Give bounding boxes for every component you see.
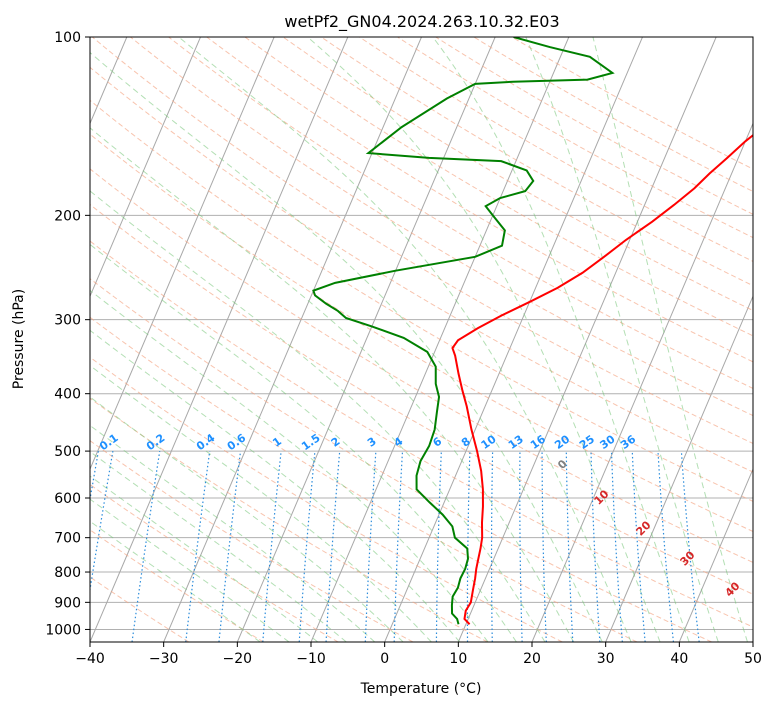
moist-adiabat-line — [90, 396, 404, 642]
moist-adiabat-line — [90, 243, 517, 642]
dry-adiabat-line — [359, 37, 753, 262]
moist-adiabat-line — [90, 424, 376, 642]
dry-adiabat-line — [320, 37, 753, 287]
x-tick-label: −40 — [75, 651, 105, 667]
y-tick-label: 700 — [54, 531, 81, 547]
isotherm-line — [90, 37, 201, 298]
y-axis-title: Pressure (hPa) — [11, 289, 27, 389]
moist-adiabat-line — [90, 51, 603, 642]
dry-adiabat-line — [206, 37, 753, 363]
mixing-ratio-line — [90, 450, 100, 503]
dry-adiabat-line — [90, 240, 753, 628]
isotherm-line — [90, 37, 349, 642]
isotherm-line — [163, 37, 422, 642]
isotherm-line — [384, 37, 643, 642]
y-tick-label: 600 — [54, 491, 81, 507]
isotherm-line — [90, 37, 275, 471]
dry-adiabat-line — [90, 440, 414, 642]
axis-ticks: −40 −30 −20 −10 0 10 20 30 40 50 100 200 300 400 500 60… — [45, 30, 762, 667]
dry-adiabat-line — [473, 37, 753, 193]
moist-adiabat-line — [90, 364, 432, 642]
dry-adiabat-line — [90, 483, 339, 642]
moist-adiabat-line — [90, 127, 575, 642]
dry-adiabat-line — [90, 99, 753, 502]
mixing-ratio-line — [185, 451, 211, 642]
dry-adiabat-line — [90, 133, 753, 533]
y-tick-label: 300 — [54, 313, 81, 329]
y-tick-label: 800 — [54, 565, 81, 581]
plot-area — [90, 37, 753, 642]
dewpoint-trace — [312, 37, 615, 625]
chart-title: wetPf2_GN04.2024.263.10.32.E03 — [284, 12, 559, 32]
plot-frame — [89, 36, 754, 643]
moist-adiabat-line — [90, 475, 319, 642]
x-tick-label: −20 — [223, 651, 253, 667]
x-tick-label: 30 — [597, 651, 615, 667]
x-tick-label: 0 — [380, 651, 389, 667]
moist-adiabat-line — [90, 520, 261, 642]
mixing-ratio-line — [90, 450, 114, 594]
dry-adiabat-line — [90, 529, 264, 642]
x-axis-title: Temperature (°C) — [360, 681, 482, 697]
mixing-ratio-line — [131, 451, 161, 642]
x-tick-label: −30 — [149, 651, 179, 667]
y-tick-label: 400 — [54, 387, 81, 403]
x-tick-label: 10 — [449, 651, 467, 667]
y-tick-label: 100 — [54, 30, 81, 46]
dry-adiabat-line — [90, 278, 712, 642]
mixing-ratio-line — [218, 451, 242, 642]
y-tick-label: 900 — [54, 595, 81, 611]
x-tick-label: −10 — [296, 651, 326, 667]
dry-adiabat-line — [511, 37, 753, 170]
x-tick-label: 40 — [670, 651, 688, 667]
y-tick-label: 500 — [54, 444, 81, 460]
dry-adiabat-line — [90, 66, 753, 473]
moist-adiabat-line — [307, 37, 661, 642]
isotherm-line — [605, 295, 753, 642]
dry-adiabat-line — [90, 168, 753, 563]
isotherm-line — [678, 467, 753, 642]
y-tick-label: 200 — [54, 208, 81, 224]
x-tick-label: 20 — [523, 651, 541, 667]
moist-adiabat-line — [90, 329, 461, 642]
moist-adiabat-line — [525, 37, 719, 642]
moist-adiabat-line — [432, 37, 690, 642]
moist-adiabat-line — [592, 37, 748, 642]
dry-adiabat-line — [130, 37, 753, 417]
dry-adiabat-line — [244, 37, 753, 337]
moist-adiabat-line — [90, 498, 290, 642]
isotherm-line — [457, 37, 717, 642]
mixing-ratio-line — [680, 451, 700, 642]
isotherm-line — [236, 37, 496, 642]
moist-adiabat-line — [178, 37, 632, 642]
dry-adiabat-line — [90, 203, 753, 595]
y-tick-label: 1000 — [45, 622, 81, 638]
isotherm-line — [531, 122, 753, 642]
x-tick-label: 50 — [744, 651, 762, 667]
moist-adiabat-line — [90, 289, 489, 642]
temperature-trace — [451, 133, 753, 625]
